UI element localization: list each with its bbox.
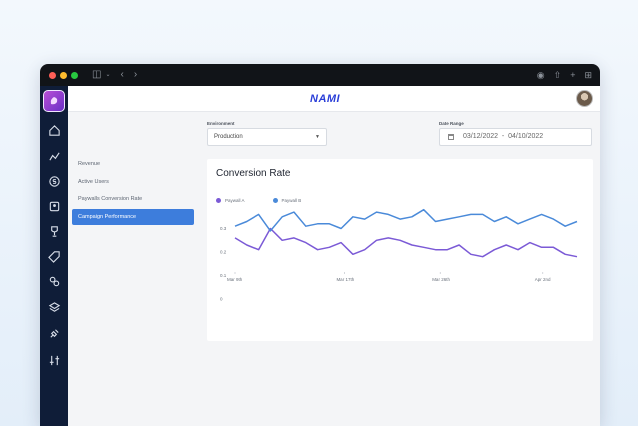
subnav-item-revenue[interactable]: Revenue [78, 161, 101, 167]
trophy-icon [50, 225, 58, 237]
chart-legend: Paywall A Paywall B [216, 198, 301, 203]
date-range-input[interactable]: 03/12/2022 - 04/10/2022 [439, 128, 592, 146]
x-tick-label: Mar 17th [336, 277, 354, 282]
back-arrow-icon[interactable]: ‹ [120, 69, 124, 80]
legend-dot-paywall-a [216, 198, 221, 203]
top-bar: NAMI [68, 86, 600, 112]
environment-label: Environment [207, 121, 235, 126]
sidebar-item-paywalls[interactable] [40, 196, 68, 216]
y-tick-label: 0 [220, 297, 223, 302]
app-logo[interactable] [43, 90, 65, 112]
chart-lines [234, 208, 578, 258]
sliders-icon [49, 355, 59, 365]
series-line-paywall-a[interactable] [234, 227, 578, 258]
x-tick-label: Mar 26th [432, 277, 450, 282]
legend-dot-paywall-b [272, 198, 278, 203]
y-tick-label: 0.1 [220, 273, 227, 278]
avatar[interactable] [576, 90, 593, 107]
sidebar-item-products[interactable] [40, 246, 68, 266]
layers-icon [48, 301, 60, 312]
forward-arrow-icon[interactable]: › [133, 69, 138, 80]
dollar-icon [48, 175, 60, 187]
app-window: ◫ ⌄ ‹ › ◉ ⇧ + ⊞ [40, 64, 600, 426]
plus-icon[interactable]: + [570, 70, 576, 80]
date-range-value: 03/12/2022 - 04/10/2022 [463, 133, 544, 140]
sidebar-item-home[interactable] [40, 120, 68, 140]
subnav-item-active-users[interactable]: Active Users [78, 178, 109, 185]
x-tick-label: Mar 9th [227, 277, 243, 282]
minimize-window-dot[interactable] [60, 71, 67, 79]
sidebar-toggle-icon[interactable]: ◫ [92, 69, 102, 80]
chart-icon [48, 151, 60, 161]
close-window-dot[interactable] [49, 71, 56, 79]
sidebar [40, 86, 68, 426]
environment-select[interactable]: Production ▼ [207, 128, 327, 146]
plug-icon [49, 328, 59, 338]
y-axis-ticks: 0 0.1 0.2 0.3 [220, 226, 227, 302]
x-axis-ticks: Mar 9th Mar 17th Mar 26th Apr 2nd [227, 272, 551, 282]
legend-item-paywall-a[interactable]: Paywall A [216, 198, 245, 203]
users-icon [49, 276, 59, 286]
shield-icon[interactable]: ◉ [536, 69, 545, 80]
subnav-item-campaign-performance[interactable]: Campaign Performance [72, 208, 194, 225]
sidebar-item-revenue[interactable] [40, 171, 68, 191]
legend-label-paywall-a: Paywall A [225, 198, 245, 203]
series-line-paywall-b[interactable] [234, 208, 578, 232]
sidebar-item-settings[interactable] [40, 350, 68, 370]
conversion-rate-card: Conversion Rate Paywall A Paywall B 0 0.1… [207, 159, 593, 341]
legend-item-paywall-b[interactable]: Paywall B [272, 198, 302, 203]
brand-logo[interactable]: NAMI [310, 93, 341, 105]
conversion-rate-chart: 0 0.1 0.2 0.3 Mar 9th Mar 17th Mar 26th Apr 2n… [220, 208, 578, 302]
y-tick-label: 0.2 [220, 250, 227, 255]
maximize-window-dot[interactable] [71, 71, 78, 79]
y-tick-label: 0.3 [220, 226, 227, 231]
analytics-subnav: Revenue Active Users Paywalls Conversion… [72, 156, 194, 226]
legend-label-paywall-b: Paywall B [281, 198, 302, 203]
sidebar-item-layers[interactable] [40, 297, 68, 317]
browser-titlebar: ◫ ⌄ ‹ › ◉ ⇧ + ⊞ [40, 64, 600, 86]
sidebar-item-audiences[interactable] [40, 271, 68, 291]
chart-title: Conversion Rate [216, 168, 291, 179]
sidebar-item-analytics[interactable] [40, 146, 68, 166]
sidebar-item-integrations[interactable] [40, 323, 68, 343]
paywall-icon [49, 201, 59, 211]
tag-icon [47, 250, 60, 263]
share-icon[interactable]: ⇧ [553, 69, 562, 80]
home-icon [48, 124, 60, 136]
grid-icon[interactable]: ⊞ [584, 69, 592, 80]
environment-value: Production [214, 134, 243, 140]
paint-logo-icon [50, 97, 58, 105]
subnav-item-paywalls-conversion-rate[interactable]: Paywalls Conversion Rate [78, 196, 143, 202]
sidebar-item-campaigns[interactable] [40, 221, 68, 241]
x-tick-label: Apr 2nd [535, 277, 551, 282]
chevron-down-icon[interactable]: ⌄ [105, 72, 111, 78]
date-range-label: Date Range [439, 121, 464, 126]
calendar-icon [448, 134, 454, 140]
caret-down-icon: ▼ [315, 134, 320, 140]
